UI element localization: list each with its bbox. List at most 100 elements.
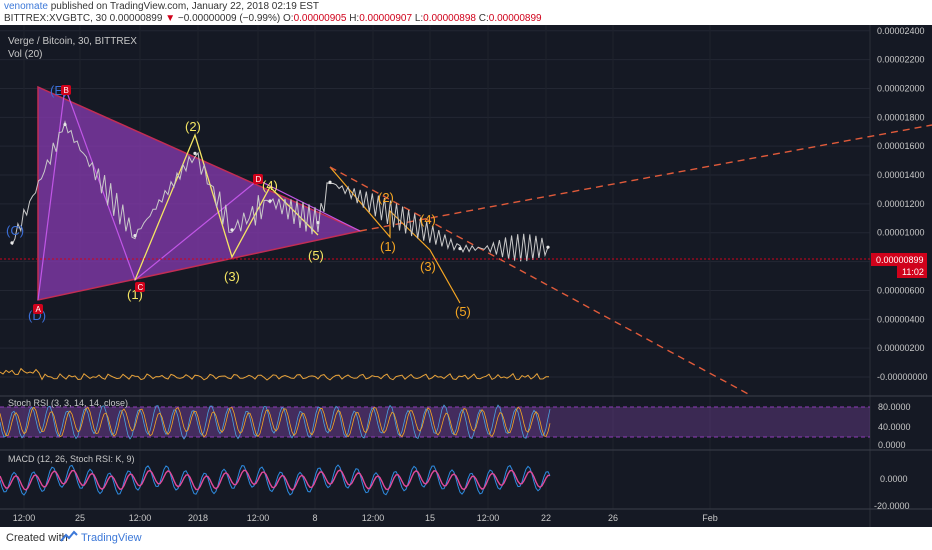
price-badge-value: 0.00000899 [876,255,924,265]
close-label: C: [478,13,489,24]
down-arrow-icon: ▼ [165,13,176,24]
price-tick: 0.00001600 [877,141,925,151]
publish-info: published on TradingView.com, January 22… [50,1,320,12]
price-tick: 0.00000600 [877,285,925,295]
time-tick: 25 [75,513,85,523]
price-point [316,221,320,225]
author-link[interactable]: venomate [4,1,48,12]
macd-signal [0,469,550,491]
time-tick: 12:00 [247,513,270,523]
wave-label-o1: (1) [380,239,396,254]
open-label: O: [283,13,294,24]
price-axis[interactable]: 0.00002400 0.00002200 0.00002000 0.00001800… [877,26,928,382]
lower-trendline[interactable] [329,166,751,396]
wave-label-y5: (5) [308,248,324,263]
created-with-text: Created with [6,532,68,544]
price-badge [871,253,927,266]
wave-label-o5: (5) [455,304,471,319]
price-tick: 0.00002200 [877,55,925,65]
price-point [458,247,462,251]
marker-d-label: D [256,175,262,184]
price-tick: 0.00001200 [877,199,925,209]
footer: Created with TradingView [0,527,932,550]
time-axis[interactable]: 12:00 25 12:00 2018 12:00 8 12:00 15 12:00 22 26 Fe… [13,513,718,523]
price-point [230,228,234,232]
marker-c-label: C [138,283,144,292]
time-tick: 8 [312,513,317,523]
price-tick: 0.00000400 [877,314,925,324]
low-label: L: [414,13,424,24]
open-value: 0.00000905 [293,13,347,24]
price-point [328,180,332,184]
stoch-band-future [550,407,870,437]
volume-series [0,367,549,381]
volume-label: Vol (20) [8,49,42,60]
time-tick: Feb [702,513,718,523]
price-change: −0.00000009 (−0.99%) [177,13,281,24]
macd-label: MACD (12, 26, Stoch RSI: K, 9) [8,454,135,464]
time-tick: 2018 [188,513,208,523]
time-tick: 12:00 [13,513,36,523]
macd-tick: 0.0000 [880,474,908,484]
stoch-tick: 0.0000 [878,440,906,450]
time-tick: 15 [425,513,435,523]
publish-header: venomate published on TradingView.com, J… [4,1,319,12]
upper-trendline[interactable] [359,124,932,232]
symbol-header: BITTREX:XVGBTC, 30 0.00000899 ▼ −0.00000… [4,13,542,24]
high-label: H: [349,13,360,24]
macd-tick: -20.0000 [874,501,910,511]
high-value: 0.00000907 [359,13,413,24]
time-tick: 12:00 [129,513,152,523]
chart-canvas[interactable]: Verge / Bitcoin, 30, BITTREX Vol (20) St… [0,25,932,527]
low-value: 0.00000898 [423,13,476,24]
wave-label-o2: (2) [378,190,394,205]
price-point [268,199,272,203]
price-series [11,120,549,262]
time-tick: 12:00 [362,513,385,523]
chart-background [0,25,932,527]
wave-label-y2: (2) [185,119,201,134]
price-tick: 0.00002400 [877,26,925,36]
price-point [546,245,550,249]
price-point [193,151,197,155]
wave-label-o3: (3) [420,259,436,274]
last-price: 0.00000899 [109,13,163,24]
price-tick: 0.00001000 [877,228,925,238]
stoch-label: Stoch RSI (3, 3, 14, 14, close) [8,398,128,408]
symbol-label: BITTREX:XVGBTC, 30 [4,13,107,24]
tradingview-link[interactable]: TradingView [81,532,142,544]
price-point [133,234,137,238]
price-tick: 0.00001400 [877,170,925,180]
macd-line [0,464,551,496]
wave-label-y3: (3) [224,269,240,284]
countdown-badge [897,266,927,278]
stoch-tick: 40.0000 [878,422,911,432]
time-tick: 12:00 [477,513,500,523]
tradingview-logo-icon [60,530,78,542]
marker-c: C [135,282,145,292]
stoch-k-line [0,404,551,440]
wave-label-o4: (4) [420,212,436,227]
orange-wave-path [329,166,461,304]
price-point [63,122,67,127]
price-point [10,241,14,245]
marker-b-label: B [64,86,69,95]
price-tick: 0.00002000 [877,83,925,93]
wave-label-y4: (4) [262,178,278,193]
time-tick: 22 [541,513,551,523]
marker-d: D [253,174,263,184]
marker-a-label: A [36,305,42,314]
time-tick: 26 [608,513,618,523]
countdown-value: 11:02 [902,267,924,277]
stoch-d-line [0,406,551,438]
close-value: 0.00000899 [488,13,542,24]
chart-title: Verge / Bitcoin, 30, BITTREX [8,36,137,47]
stoch-tick: 80.0000 [878,402,911,412]
price-tick: 0.00000200 [877,343,925,353]
price-tick: -0.00000000 [877,372,928,382]
wave-label-c: (C) [6,223,24,238]
price-points [10,122,550,251]
marker-b: B [61,85,71,95]
marker-a: A [33,304,43,314]
price-tick: 0.00001800 [877,112,925,122]
